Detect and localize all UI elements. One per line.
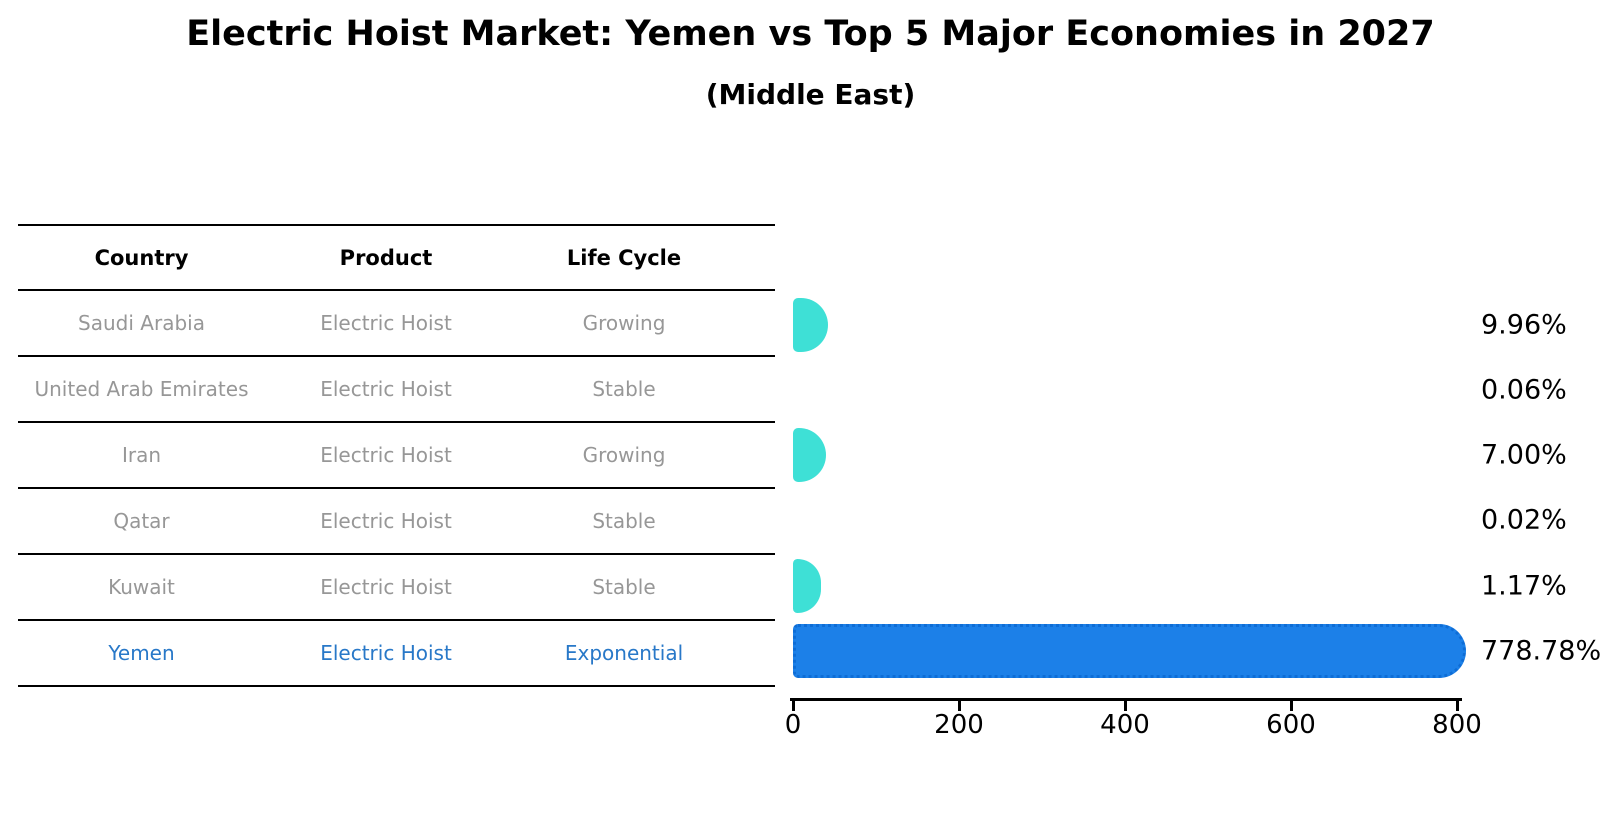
x-tick-label: 600: [1266, 710, 1316, 740]
bar-saudi-arabia: [793, 298, 829, 352]
table-cell-country: Iran: [121, 443, 162, 467]
table-row: Iran Electric Hoist Growing: [18, 423, 775, 489]
table-cell-country: Yemen: [108, 641, 175, 665]
bar-kuwait: [793, 559, 821, 613]
bar-value-label: 7.00%: [1481, 439, 1567, 471]
table-header-row: Country Product Life Cycle: [18, 224, 775, 291]
country-table: Country Product Life Cycle Saudi Arabia Ele…: [18, 224, 775, 687]
table-row: Saudi Arabia Electric Hoist Growing: [18, 291, 775, 357]
bar-value-label: 0.06%: [1481, 374, 1567, 406]
table-cell-product: Electric Hoist: [320, 443, 452, 467]
table-cell-product: Electric Hoist: [320, 509, 452, 533]
table-cell-country: Qatar: [113, 509, 170, 533]
x-tick-label: 400: [1100, 710, 1150, 740]
table-cell-country: United Arab Emirates: [34, 377, 249, 401]
x-tick-label: 0: [784, 710, 802, 740]
x-tick-label: 200: [934, 710, 984, 740]
bar-iran: [793, 428, 826, 482]
table-cell-country: Saudi Arabia: [78, 311, 205, 335]
x-tick-mark: [1290, 701, 1293, 711]
table-header-product: Product: [339, 245, 433, 270]
table-cell-life_cycle: Growing: [582, 443, 666, 467]
bar-yemen: [793, 624, 1467, 678]
table-cell-life_cycle: Stable: [592, 377, 656, 401]
table-body: Saudi Arabia Electric Hoist Growing United …: [18, 291, 775, 687]
table-cell-product: Electric Hoist: [320, 575, 452, 599]
table-row: United Arab Emirates Electric Hoist Stable: [18, 357, 775, 423]
x-tick-mark: [958, 701, 961, 711]
x-tick-mark: [1124, 701, 1127, 711]
table-cell-life_cycle: Stable: [592, 575, 656, 599]
table-cell-life_cycle: Growing: [582, 311, 666, 335]
table-row: Yemen Electric Hoist Exponential: [18, 621, 775, 687]
chart-subtitle: (Middle East): [705, 78, 916, 111]
table-header-life_cycle: Life Cycle: [566, 245, 682, 270]
x-tick-label: 800: [1432, 710, 1482, 740]
chart-title: Electric Hoist Market: Yemen vs Top 5 Ma…: [186, 14, 1435, 54]
bar-value-label: 9.96%: [1481, 309, 1567, 341]
table-cell-product: Electric Hoist: [320, 377, 452, 401]
table-cell-life_cycle: Stable: [592, 509, 656, 533]
bar-value-label: 1.17%: [1481, 570, 1567, 602]
bar-value-label: 778.78%: [1481, 635, 1602, 667]
table-cell-product: Electric Hoist: [320, 641, 452, 665]
table-row: Kuwait Electric Hoist Stable: [18, 555, 775, 621]
table-cell-product: Electric Hoist: [320, 311, 452, 335]
x-tick-mark: [792, 701, 795, 711]
x-axis-line: [790, 698, 1462, 701]
table-cell-country: Kuwait: [108, 575, 175, 599]
table-header-country: Country: [94, 245, 189, 270]
x-tick-mark: [1456, 701, 1459, 711]
bar-value-label: 0.02%: [1481, 504, 1567, 536]
table-cell-life_cycle: Exponential: [564, 641, 684, 665]
table-row: Qatar Electric Hoist Stable: [18, 489, 775, 555]
